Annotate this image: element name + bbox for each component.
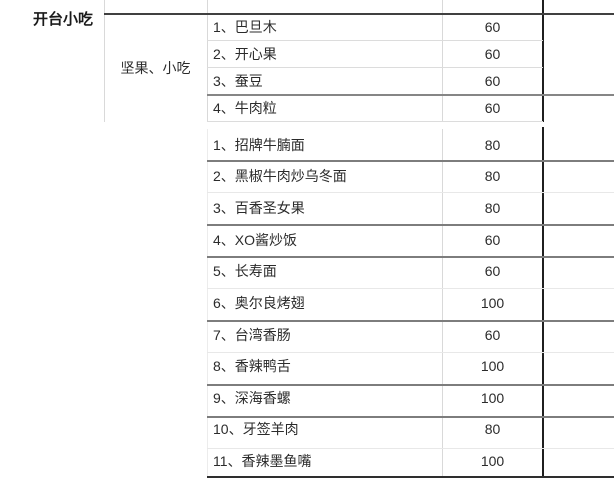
table-border-line: [207, 288, 614, 289]
category-cell[interactable]: 坚果、小吃: [120, 59, 191, 76]
item-price-cell[interactable]: 80: [484, 168, 501, 185]
table-border-line: [542, 0, 544, 122]
table-border-line: [207, 160, 614, 162]
item-name-cell[interactable]: 6、奥尔良烤翅: [213, 294, 305, 311]
item-name-cell[interactable]: 3、蚕豆: [213, 72, 263, 89]
table-border-line: [207, 40, 543, 41]
table-row: 9、深海香螺 100: [207, 382, 543, 414]
item-price-cell[interactable]: 60: [484, 231, 501, 248]
table-border-line: [104, 0, 105, 122]
item-price-cell[interactable]: 100: [480, 389, 505, 406]
item-name-cell[interactable]: 10、牙签羊肉: [213, 421, 299, 438]
item-price-cell[interactable]: 80: [484, 200, 501, 217]
table-border-line: [207, 352, 614, 353]
section-title[interactable]: 开台小吃: [33, 11, 94, 28]
table-row: 1、巴旦木 60: [207, 13, 543, 40]
table-border-line: [207, 384, 614, 386]
item-price-cell[interactable]: 80: [484, 421, 501, 438]
item-price-cell[interactable]: 60: [484, 18, 501, 35]
item-price-cell[interactable]: 60: [484, 72, 501, 89]
item-name-cell[interactable]: 2、开心果: [213, 45, 277, 62]
item-price-cell[interactable]: 80: [484, 136, 501, 153]
table-border-line: [104, 13, 614, 15]
menu-table-block-2: 1、招牌牛腩面 80 2、黑椒牛肉炒乌冬面 80 3、百香圣女果 80 4、XO…: [207, 129, 543, 477]
table-border-line: [207, 121, 543, 122]
item-name-cell[interactable]: 4、牛肉粒: [213, 99, 277, 116]
item-price-cell[interactable]: 100: [480, 294, 505, 311]
item-name-cell[interactable]: 3、百香圣女果: [213, 200, 305, 217]
table-border-line: [442, 129, 443, 477]
table-border-line: [207, 192, 614, 193]
item-name-cell[interactable]: 5、长寿面: [213, 263, 277, 280]
menu-table-block-1: 1、巴旦木 60 2、开心果 60 3、蚕豆 60 4、牛肉粒 60: [207, 13, 543, 121]
item-price-cell[interactable]: 100: [480, 453, 505, 470]
table-row: 2、黑椒牛肉炒乌冬面 80: [207, 161, 543, 193]
table-border-line: [207, 448, 614, 449]
item-price-cell[interactable]: 60: [484, 99, 501, 116]
item-name-cell[interactable]: 1、招牌牛腩面: [213, 136, 305, 153]
table-row: 7、台湾香肠 60: [207, 319, 543, 351]
item-price-cell[interactable]: 60: [484, 326, 501, 343]
item-name-cell[interactable]: 9、深海香螺: [213, 389, 291, 406]
table-border-line: [207, 476, 614, 478]
table-row: 6、奥尔良烤翅 100: [207, 287, 543, 319]
table-row: 3、百香圣女果 80: [207, 192, 543, 224]
table-border-line: [207, 129, 208, 477]
table-row: 3、蚕豆 60: [207, 67, 543, 94]
table-row: 5、长寿面 60: [207, 256, 543, 288]
item-price-cell[interactable]: 60: [484, 263, 501, 280]
table-row: 11、香辣墨鱼嘴 100: [207, 445, 543, 477]
item-price-cell[interactable]: 60: [484, 45, 501, 62]
item-price-cell[interactable]: 100: [480, 358, 505, 375]
item-name-cell[interactable]: 1、巴旦木: [213, 18, 277, 35]
table-row: 4、牛肉粒 60: [207, 94, 543, 121]
table-row: 1、招牌牛腩面 80: [207, 129, 543, 161]
item-name-cell[interactable]: 11、香辣墨鱼嘴: [213, 453, 312, 470]
item-name-cell[interactable]: 7、台湾香肠: [213, 326, 291, 343]
table-border-line: [207, 416, 614, 418]
table-border-line: [207, 94, 614, 96]
table-border-line: [207, 67, 543, 68]
table-border-line: [442, 0, 443, 122]
table-border-line: [207, 320, 614, 322]
table-border-line: [207, 224, 614, 226]
table-row: 4、XO酱炒饭 60: [207, 224, 543, 256]
table-row: 10、牙签羊肉 80: [207, 414, 543, 446]
table-border-line: [542, 127, 544, 477]
table-border-line: [207, 0, 208, 122]
table-border-line: [207, 256, 614, 258]
item-name-cell[interactable]: 8、香辣鸭舌: [213, 358, 291, 375]
item-name-cell[interactable]: 2、黑椒牛肉炒乌冬面: [213, 168, 347, 185]
item-name-cell[interactable]: 4、XO酱炒饭: [213, 231, 298, 248]
table-row: 8、香辣鸭舌 100: [207, 350, 543, 382]
table-row: 2、开心果 60: [207, 40, 543, 67]
